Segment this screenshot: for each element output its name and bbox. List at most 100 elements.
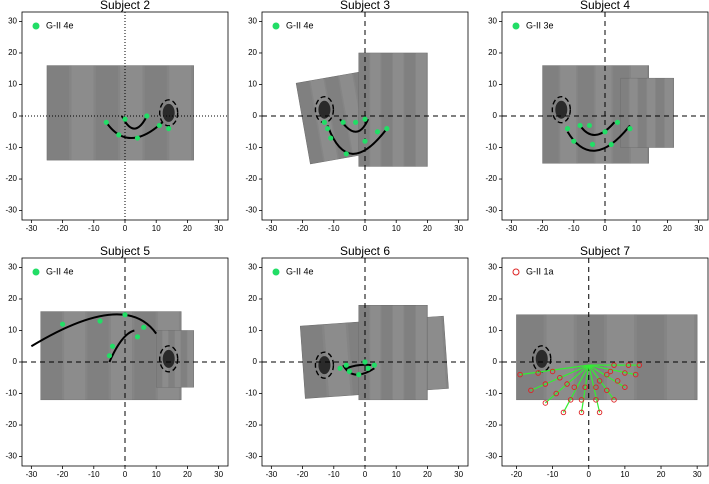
x-tick-label: -30 bbox=[26, 224, 38, 233]
fundus-image bbox=[620, 77, 674, 148]
optic-disc bbox=[318, 100, 331, 119]
panel-title: Subject 4 bbox=[580, 0, 630, 12]
y-tick-label: -20 bbox=[485, 174, 497, 183]
y-tick-label: 0 bbox=[13, 111, 18, 120]
data-point bbox=[596, 378, 603, 384]
data-point bbox=[593, 384, 599, 390]
data-point bbox=[564, 126, 571, 132]
fundus-texture bbox=[595, 65, 612, 164]
x-tick-label: 10 bbox=[392, 224, 401, 233]
data-point bbox=[602, 129, 608, 135]
x-tick-label: 20 bbox=[183, 470, 192, 479]
legend-marker bbox=[32, 268, 40, 276]
y-tick-label: -10 bbox=[5, 389, 17, 398]
disc-outline bbox=[314, 351, 335, 379]
y-tick-label: -10 bbox=[245, 143, 257, 152]
optic-disc bbox=[162, 349, 175, 368]
fundus-texture bbox=[370, 52, 381, 167]
x-tick-label: -20 bbox=[57, 224, 69, 233]
data-point bbox=[374, 129, 381, 135]
plot-area bbox=[502, 258, 708, 466]
data-point bbox=[346, 368, 352, 375]
panel: Subject 2 G-II 4e -30 -20 -10 0 10 20 30 -30 -20 -1… bbox=[5, 0, 229, 233]
panel-title: Subject 2 bbox=[100, 0, 150, 12]
data-point bbox=[542, 400, 549, 406]
fundus-texture bbox=[664, 78, 673, 148]
fit-curve bbox=[108, 329, 135, 363]
y-tick-label: 10 bbox=[8, 80, 17, 89]
y-tick-label: -10 bbox=[485, 143, 497, 152]
y-tick-label: 0 bbox=[253, 111, 258, 120]
legend-marker bbox=[272, 268, 280, 276]
y-tick-label: 10 bbox=[488, 80, 497, 89]
y-tick-label: -30 bbox=[245, 206, 257, 215]
fundus-texture bbox=[169, 65, 192, 161]
fundus-texture bbox=[393, 52, 404, 167]
y-tick-label: 20 bbox=[488, 48, 497, 57]
data-point bbox=[122, 312, 128, 318]
fundus-texture bbox=[300, 324, 327, 399]
fundus-texture bbox=[638, 78, 647, 148]
data-point bbox=[106, 353, 112, 359]
y-tick-label: -30 bbox=[485, 206, 497, 215]
optic-disc bbox=[318, 356, 331, 375]
fundus-texture bbox=[64, 311, 86, 400]
legend-label: G-II 1a bbox=[526, 266, 554, 276]
fundus-texture bbox=[324, 322, 351, 397]
data-point bbox=[553, 390, 559, 397]
x-tick-label: 30 bbox=[454, 224, 463, 233]
data-point bbox=[607, 368, 614, 375]
data-point bbox=[371, 362, 377, 368]
plot-area bbox=[262, 12, 468, 220]
data-point bbox=[156, 122, 162, 129]
fit-curve bbox=[326, 125, 388, 155]
data-point bbox=[362, 116, 368, 122]
fundus-texture bbox=[606, 314, 634, 400]
fit-curve bbox=[579, 121, 616, 136]
x-tick-label: -20 bbox=[297, 224, 309, 233]
data-point bbox=[622, 370, 628, 376]
fit-curve bbox=[30, 313, 158, 348]
x-tick-label: 20 bbox=[183, 224, 192, 233]
fundus-texture bbox=[381, 305, 392, 400]
fundus-texture bbox=[415, 52, 427, 167]
fundus-texture bbox=[358, 305, 370, 400]
data-point bbox=[141, 324, 147, 330]
y-tick-label: 20 bbox=[488, 294, 497, 303]
data-point bbox=[564, 381, 570, 387]
data-point bbox=[134, 135, 141, 141]
optic-disc bbox=[535, 349, 548, 368]
fit-curve bbox=[580, 365, 590, 413]
x-tick-label: -20 bbox=[511, 470, 523, 479]
x-tick-label: 0 bbox=[587, 470, 592, 479]
fundus-texture bbox=[620, 78, 629, 148]
data-point bbox=[604, 387, 610, 394]
fundus-texture bbox=[71, 65, 94, 161]
fundus-texture bbox=[577, 65, 594, 164]
y-tick-label: -20 bbox=[485, 420, 497, 429]
fundus-image bbox=[155, 330, 194, 388]
data-point bbox=[571, 384, 578, 390]
y-tick-label: 30 bbox=[248, 17, 257, 26]
fundus-texture bbox=[404, 52, 415, 167]
y-tick-label: -30 bbox=[5, 452, 17, 461]
fundus-texture bbox=[629, 78, 638, 148]
data-point bbox=[528, 387, 534, 394]
x-tick-label: -30 bbox=[266, 470, 278, 479]
x-tick-label: 0 bbox=[123, 470, 128, 479]
data-point bbox=[122, 116, 128, 122]
legend-marker bbox=[512, 268, 520, 276]
y-tick-label: 0 bbox=[493, 111, 498, 120]
optic-disc bbox=[555, 100, 568, 119]
x-tick-label: 30 bbox=[694, 224, 703, 233]
data-point bbox=[560, 409, 567, 416]
x-tick-label: -10 bbox=[568, 224, 580, 233]
y-tick-label: 0 bbox=[13, 357, 18, 366]
data-point bbox=[59, 321, 66, 327]
fundus-texture bbox=[181, 330, 187, 388]
y-tick-label: 0 bbox=[493, 357, 498, 366]
y-tick-label: -10 bbox=[245, 389, 257, 398]
legend-marker bbox=[512, 22, 520, 30]
fundus-texture bbox=[381, 52, 392, 167]
fundus-texture bbox=[393, 305, 404, 400]
